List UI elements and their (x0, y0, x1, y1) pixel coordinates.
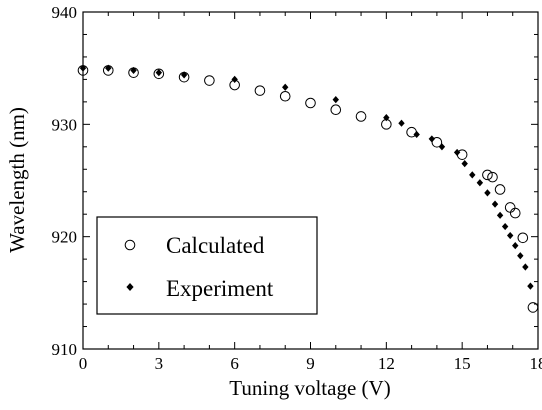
calculated-point (504, 202, 516, 213)
y-tick-label: 910 (52, 340, 78, 359)
calculated-point (279, 90, 291, 102)
experiment-point (155, 69, 163, 77)
legend: Calculated Experiment (96, 216, 318, 315)
calculated-point (487, 171, 498, 183)
y-tick-label: 920 (52, 228, 78, 247)
y-tick-label: 940 (52, 3, 78, 22)
y-tick-label: 930 (52, 115, 78, 134)
calculated-point (254, 85, 266, 96)
experiment-point (413, 130, 420, 139)
x-tick-label: 0 (79, 354, 88, 373)
experiment-point (506, 231, 514, 240)
experiment-point (428, 135, 436, 143)
experiment-point (383, 113, 390, 122)
experiment-point (105, 64, 112, 72)
y-axis-title: Wavelength (nm) (5, 107, 29, 253)
experiment-point (522, 263, 529, 271)
calculated-point (153, 68, 165, 80)
experiment-point (79, 64, 87, 72)
calculated-point (305, 97, 316, 109)
calculated-point (482, 169, 493, 181)
experiment-point (231, 75, 238, 83)
calculated-point (517, 232, 529, 244)
x-tick-label: 18 (530, 354, 542, 373)
calculated-point (494, 184, 506, 195)
experiment-point (453, 148, 461, 157)
experiment-point (461, 160, 468, 168)
experiment-point (438, 143, 446, 151)
x-axis-title: Tuning voltage (V) (229, 376, 390, 400)
experiment-point (517, 252, 524, 260)
experiment-point (527, 282, 534, 290)
legend-experiment-marker (126, 283, 134, 291)
data-marks (77, 64, 539, 313)
experiment-point (469, 171, 476, 179)
experiment-point (484, 189, 491, 197)
x-tick-label: 15 (454, 354, 471, 373)
experiment-point (476, 179, 484, 187)
axis-tick-labels: 0 3 6 9 12 15 18 910 920 930 940 (52, 3, 542, 373)
x-tick-label: 6 (230, 354, 239, 373)
experiment-point (282, 83, 289, 91)
experiment-point (496, 211, 504, 219)
calculated-point (355, 111, 367, 122)
x-tick-label: 3 (155, 354, 164, 373)
legend-experiment-label: Experiment (166, 276, 274, 301)
x-tick-label: 12 (378, 354, 395, 373)
experiment-point (501, 222, 509, 231)
calculated-point (204, 75, 215, 86)
experiment-point (130, 66, 137, 75)
calculated-point (431, 137, 443, 148)
calculated-point (330, 104, 342, 116)
axis-ticks (82, 11, 539, 350)
experiment-point (332, 96, 339, 104)
legend-box (96, 216, 318, 315)
experiment-point (491, 200, 499, 208)
calculated-point (527, 302, 539, 313)
legend-calculated-marker (124, 239, 136, 251)
calculated-point (509, 207, 521, 219)
x-tick-label: 9 (306, 354, 315, 373)
legend-calculated-label: Calculated (166, 233, 265, 258)
experiment-point (180, 71, 188, 79)
experiment-point (512, 242, 519, 250)
experiment-point (398, 119, 405, 127)
